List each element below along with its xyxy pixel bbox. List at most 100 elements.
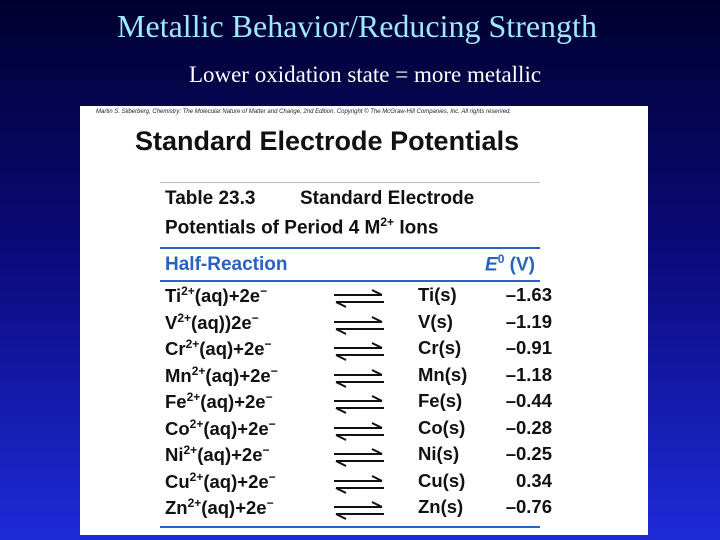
reactant-rest: (aq)+2e	[194, 285, 261, 307]
rule	[160, 526, 540, 528]
reactant-rest: (aq)+2e	[199, 338, 265, 360]
caption-text: Potentials of Period 4 M2+ Ions	[165, 215, 438, 239]
charge: 2+	[186, 390, 201, 404]
ion: Co	[165, 417, 190, 439]
product: Mn(s)	[418, 364, 467, 386]
state: (s)	[444, 363, 468, 385]
metal: Fe	[418, 390, 440, 411]
electron-sign: −	[264, 337, 272, 351]
reactant: Zn2+(aq)+2e−	[165, 496, 274, 519]
electron-sign: −	[265, 390, 273, 404]
potential: –0.28	[505, 416, 552, 438]
header-potential: E0 (V)	[485, 252, 535, 276]
state: (s)	[439, 390, 463, 411]
equilibrium-arrow	[334, 368, 384, 388]
product: Cr(s)	[418, 337, 461, 359]
product: Ni(s)	[418, 443, 459, 465]
reactant-rest: (aq)+2e	[197, 444, 263, 466]
caption-sup: 2+	[380, 215, 395, 229]
header-unit: (V)	[509, 254, 535, 276]
equilibrium-arrow	[334, 289, 384, 308]
state: (s)	[440, 496, 464, 517]
reactant-rest: (aq)+2e	[201, 497, 267, 519]
potential: –0.44	[505, 390, 552, 411]
caption-text: Ions	[394, 217, 439, 239]
equilibrium-arrow	[334, 315, 384, 335]
metal: Co	[418, 416, 443, 438]
metal: Cu	[418, 469, 443, 491]
caption-label: Table 23.3	[165, 188, 256, 209]
product: Fe(s)	[418, 390, 462, 412]
state: (s)	[442, 469, 466, 491]
equilibrium-arrow	[334, 342, 384, 361]
ion: Zn	[165, 497, 188, 519]
potential: –0.91	[505, 337, 552, 358]
potential: –0.76	[505, 496, 552, 517]
reactant: Ti2+(aq)+2e−	[165, 284, 267, 307]
reactant: Fe2+(aq)+2e−	[165, 390, 273, 413]
reactant-rest: (aq)+2e	[203, 470, 269, 492]
reactant: Mn2+(aq)+2e−	[165, 364, 278, 387]
electron-sign: −	[251, 310, 259, 325]
product: Cu(s)	[418, 470, 465, 492]
header-reaction: Half-Reaction	[165, 254, 288, 275]
electron-sign: −	[260, 284, 268, 298]
charge: 2+	[189, 469, 204, 484]
ion: Ni	[165, 444, 184, 466]
equilibrium-arrow	[334, 474, 384, 494]
figure-heading: Standard Electrode Potentials	[135, 126, 520, 156]
charge: 2+	[191, 363, 206, 378]
potential: 0.34	[515, 469, 552, 491]
reactant: Ni2+(aq)+2e−	[165, 443, 270, 466]
product: Ti(s)	[418, 284, 457, 306]
metal: Mn	[418, 363, 445, 385]
caption-text: Potentials of Period 4 M	[165, 217, 381, 239]
reactant-rest: (aq))2e	[191, 311, 252, 333]
equilibrium-arrow	[334, 421, 384, 441]
potential: –1.19	[505, 310, 552, 332]
reactant: Cr2+(aq)+2e−	[165, 337, 272, 360]
potential: –1.18	[505, 363, 552, 385]
product: V(s)	[418, 311, 453, 333]
slide-subtitle: Lower oxidation state = more metallic	[188, 62, 542, 87]
reactant-rest: (aq)+2e	[205, 364, 271, 386]
charge: 2+	[189, 416, 204, 431]
ion: Cu	[165, 470, 190, 492]
electron-sign: −	[270, 363, 278, 378]
electron-sign: −	[268, 416, 276, 431]
electron-sign: −	[266, 496, 274, 510]
metal: Ni	[418, 443, 437, 464]
electron-sign: −	[268, 469, 276, 484]
ion: Ti	[165, 285, 182, 307]
ion: V	[165, 311, 178, 333]
rule	[160, 182, 540, 183]
metal: Ti	[418, 284, 435, 305]
potential: –0.25	[505, 443, 552, 464]
equilibrium-arrow	[334, 395, 384, 414]
equilibrium-arrow	[334, 501, 384, 520]
ion: Cr	[165, 338, 186, 360]
metal: Zn	[418, 496, 441, 517]
credit: Martin S. Silberberg, Chemistry: The Mol…	[96, 109, 512, 115]
charge: 2+	[181, 284, 195, 298]
rule	[160, 247, 540, 249]
header-sup: 0	[497, 252, 505, 266]
slide-title: Metallic Behavior/Reducing Strength	[117, 8, 597, 44]
product: Co(s)	[418, 417, 465, 439]
state: (s)	[442, 416, 466, 438]
charge: 2+	[187, 496, 202, 510]
reactant-rest: (aq)+2e	[200, 391, 266, 413]
state: (s)	[438, 337, 462, 358]
reactant: Co2+(aq)+2e−	[165, 417, 276, 440]
ion: Fe	[165, 391, 187, 413]
charge: 2+	[185, 337, 200, 351]
charge: 2+	[177, 310, 192, 325]
figure-panel: Martin S. Silberberg, Chemistry: The Mol…	[80, 106, 648, 535]
ion: Mn	[165, 364, 192, 386]
charge: 2+	[183, 443, 198, 457]
reactant: V2+(aq))2e−	[165, 311, 259, 334]
state: (s)	[436, 443, 460, 464]
metal: V	[418, 310, 431, 332]
state: (s)	[430, 310, 453, 332]
